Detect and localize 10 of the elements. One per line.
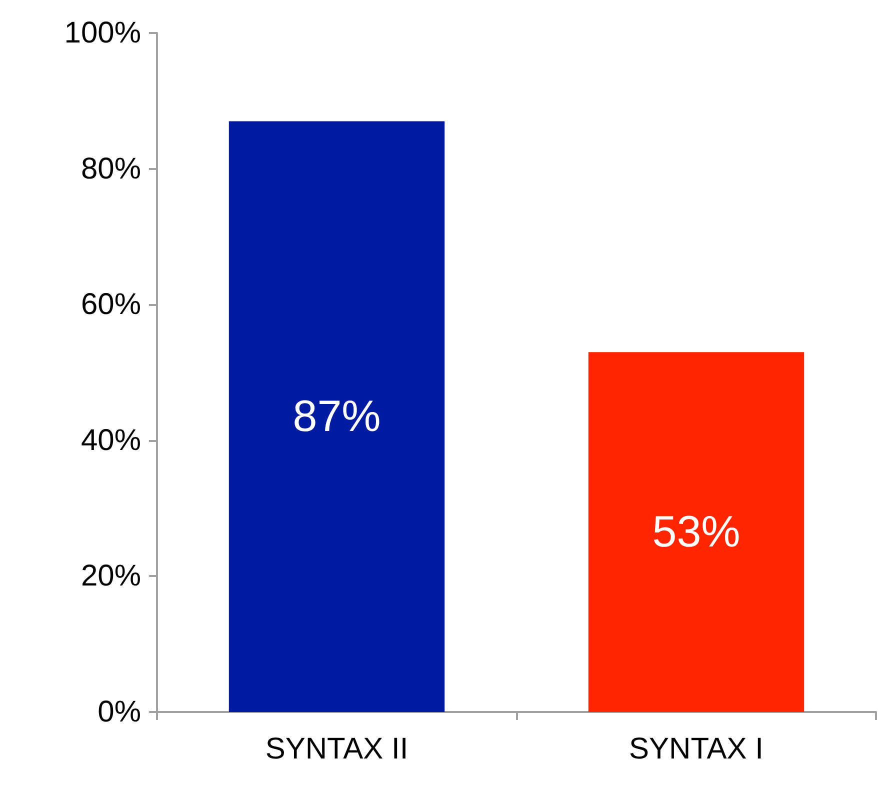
data-label: 53% xyxy=(652,508,740,557)
y-tick-label: 40% xyxy=(80,424,141,457)
y-tick-label: 80% xyxy=(80,152,141,186)
y-tick-label: 60% xyxy=(80,288,141,322)
data-label: 87% xyxy=(292,392,381,442)
y-tick-label: 0% xyxy=(98,696,141,728)
x-tick-label: SYNTAX II xyxy=(265,732,408,766)
y-tick-label: 100% xyxy=(64,16,141,50)
x-tick-label: SYNTAX I xyxy=(629,732,764,766)
y-tick-label: 20% xyxy=(80,560,141,593)
